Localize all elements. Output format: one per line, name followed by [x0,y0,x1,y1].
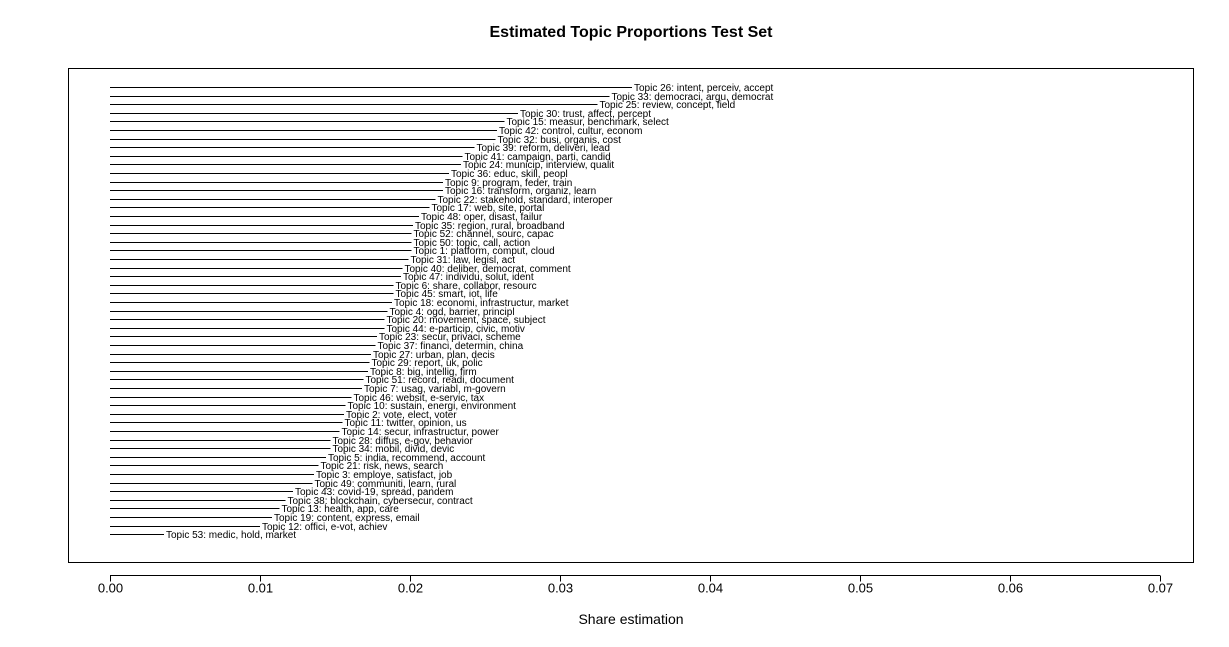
topic-label: Topic 15: measur, benchmark, select [507,117,670,128]
topic-label: Topic 25: review, concept, field [600,100,736,111]
topic-label: Topic 14: secur, infrastructur, power [342,427,500,438]
topic-label: Topic 43: covid-19, spread, pandem [295,487,453,498]
topic-label: Topic 23: secur, privaci, scheme [379,332,521,343]
topic-label: Topic 41: campaign, parti, candid [465,152,611,163]
topic-label: Topic 46: websit, e-servic, tax [354,393,485,404]
topic-label: Topic 24: municip, interview, qualit [463,160,614,171]
x-tick-label: 0.00 [98,581,123,596]
topic-label: Topic 9: program, feder, train [445,178,572,189]
x-tick-label: 0.04 [698,581,723,596]
topic-label: Topic 13: health, app, care [282,504,400,515]
topic-label: Topic 35: region, rural, broadband [415,221,565,232]
topic-label: Topic 18: economi, infrastructur, market [394,298,569,309]
topic-label: Topic 51: record, readi, document [366,375,515,386]
topic-label: Topic 28: diffus, e-gov, behavior [333,436,474,447]
x-tick-label: 0.01 [248,581,273,596]
topic-label: Topic 33: democraci, argu, democrat [612,92,774,103]
topic-label: Topic 44: e-particip, civic, motiv [387,324,525,335]
topic-label: Topic 11: twitter, opinion, us [345,418,467,429]
topic-label: Topic 10: sustain, energi, environment [348,401,517,412]
topic-label: Topic 22: stakehold, standard, interoper [438,195,614,206]
topic-label: Topic 16: transform, organiz, learn [445,186,596,197]
topic-label: Topic 4: ogd, barrier, principl [390,307,515,318]
topic-label: Topic 19: content, express, email [274,513,420,524]
topic-label: Topic 3: employe, satisfact, job [316,470,453,481]
topic-label: Topic 50: topic, call, action [414,238,531,249]
topic-label: Topic 30: trust, affect, percept [520,109,651,120]
topic-label: Topic 21: risk, news, search [321,461,444,472]
topic-label: Topic 37: financi, determin, china [378,341,524,352]
topic-label: Topic 47: individu, solut, ident [403,272,534,283]
x-axis-label: Share estimation [578,611,684,627]
plot-frame [68,68,1194,563]
x-tick-label: 0.03 [548,581,573,596]
topic-label: Topic 49: communiti, learn, rural [315,479,457,490]
topic-label: Topic 52: channel, sourc, capac [414,229,554,240]
topic-label: Topic 42: control, cultur, econom [499,126,642,137]
topic-label: Topic 48: oper, disast, failur [421,212,543,223]
topic-label: Topic 38: blockchain, cybersecur, contra… [288,496,473,507]
x-axis: 0.00 0.01 0.02 0.03 0.04 0.05 0.06 0.07 [98,575,1173,596]
x-tick-label: 0.05 [848,581,873,596]
topic-label: Topic 8: big, intellig, firm [370,367,477,378]
topic-label: Topic 7: usag, variabl, m-govern [364,384,506,395]
topic-label: Topic 12: offici, e-vot, achiev [262,522,387,533]
x-tick-label: 0.06 [998,581,1023,596]
topic-label: Topic 2: vote, elect, voter [346,410,457,421]
x-tick-label: 0.07 [1148,581,1173,596]
topic-label: Topic 36: educ, skill, peopl [451,169,568,180]
topic-label: Topic 17: web, site, portal [432,203,545,214]
topic-label: Topic 53: medic, hold, market [166,530,296,541]
topic-label: Topic 45: smart, iot, life [396,289,499,300]
topic-label: Topic 32: busi, organis, cost [498,135,622,146]
topic-label: Topic 29: report, uk, polic [372,358,483,369]
topic-label: Topic 39: reform, deliveri, lead [477,143,610,154]
topic-label: Topic 26: intent, perceiv, accept [634,83,774,94]
topic-label: Topic 6: share, collabor, resourc [396,281,537,292]
topic-label: Topic 31: law, legisl, act [411,255,516,266]
topic-label: Topic 1: platform, comput, cloud [414,246,555,257]
topic-label: Topic 5: india, recommend, account [328,453,486,464]
topic-label: Topic 34: mobil, divid, devic [333,444,455,455]
topic-label: Topic 20: movement, space, subject [387,315,546,326]
topic-label: Topic 27: urban, plan, decis [373,350,495,361]
x-tick-label: 0.02 [398,581,423,596]
chart-title: Estimated Topic Proportions Test Set [489,24,773,41]
topic-label: Topic 40: deliber, democrat, comment [405,264,571,275]
